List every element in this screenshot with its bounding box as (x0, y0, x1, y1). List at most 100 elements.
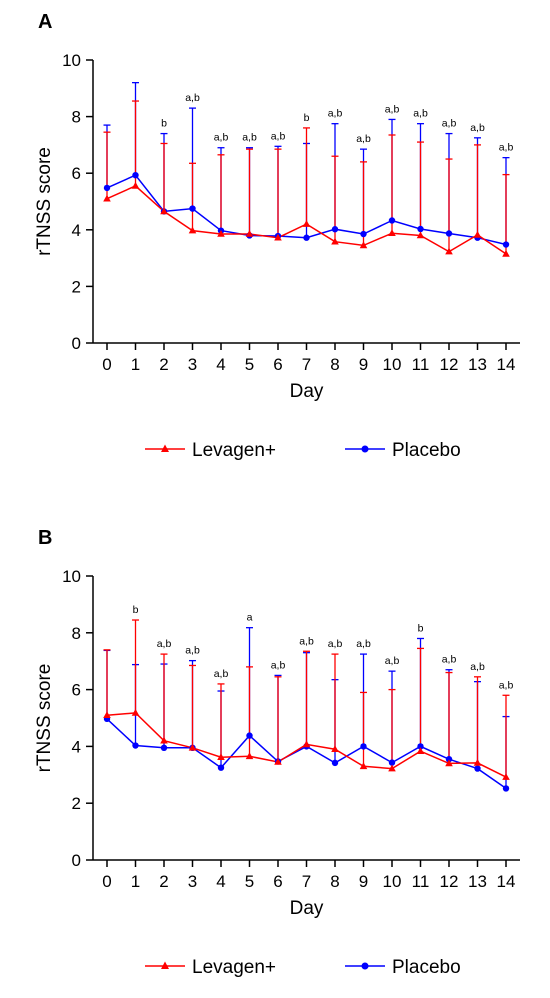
legend-marker (361, 962, 369, 970)
y-tick-label: 0 (72, 334, 81, 353)
data-point (245, 230, 254, 237)
data-point (217, 764, 225, 771)
significance-label: a,b (413, 108, 428, 120)
x-axis-title: Day (290, 381, 324, 402)
x-tick-label: 6 (273, 355, 282, 374)
data-point (417, 743, 424, 750)
y-tick-label: 6 (72, 681, 81, 700)
x-tick-label: 1 (131, 355, 140, 374)
significance-label: a,b (442, 118, 457, 130)
data-point (502, 773, 510, 780)
x-tick-label: 4 (216, 872, 225, 891)
significance-label: a,b (356, 133, 371, 145)
y-tick-label: 8 (72, 108, 81, 127)
legend-entry-levagen: Levagen+ (145, 957, 276, 978)
data-point (331, 237, 339, 245)
x-tick-label: 13 (468, 872, 487, 891)
legend-label: Placebo (392, 957, 461, 978)
data-point (502, 785, 510, 792)
data-point (502, 241, 510, 248)
significance-label: a,b (185, 92, 200, 104)
data-point (502, 249, 510, 257)
legend-label: Levagen+ (192, 957, 276, 978)
data-point (160, 744, 168, 752)
data-point (331, 759, 339, 767)
legend: Levagen+ Placebo (145, 957, 461, 978)
x-tick-label: 11 (412, 872, 430, 891)
y-tick-label: 4 (72, 737, 81, 756)
significance-label: b (133, 604, 139, 616)
data-point (132, 742, 139, 749)
data-point (359, 762, 368, 770)
legend-entry-placebo: Placebo (345, 440, 461, 461)
data-point (331, 745, 339, 752)
significance-label: a,b (185, 645, 200, 657)
y-tick-label: 6 (72, 164, 81, 183)
x-tick-label: 14 (497, 355, 516, 374)
significance-label: a,b (271, 659, 286, 671)
x-tick-label: 12 (440, 355, 459, 374)
data-point (245, 752, 254, 760)
data-point (302, 220, 311, 227)
significance-label: a,b (499, 142, 514, 154)
data-point (445, 759, 453, 767)
data-point (131, 708, 140, 716)
data-point (331, 226, 339, 233)
x-tick-label: 11 (412, 355, 430, 374)
x-tick-label: 6 (273, 872, 282, 891)
y-tick-label: 2 (72, 277, 81, 296)
data-point (360, 230, 367, 238)
data-point (417, 225, 424, 233)
data-point (188, 226, 197, 234)
significance-label: a,b (214, 668, 229, 680)
panel-label: A (38, 11, 52, 33)
significance-label: a,b (385, 655, 400, 667)
data-point (132, 171, 139, 179)
legend-entry-placebo: Placebo (345, 957, 461, 978)
data-point (274, 758, 282, 765)
y-tick-label: 0 (72, 851, 81, 870)
legend-entry-levagen: Levagen+ (145, 440, 276, 461)
significance-label: a,b (242, 132, 257, 144)
significance-label: a,b (299, 635, 314, 647)
x-tick-label: 0 (102, 872, 111, 891)
legend-label: Placebo (392, 440, 461, 461)
significance-label: b (161, 118, 167, 130)
data-point (303, 234, 310, 241)
data-point (445, 755, 453, 763)
data-point (388, 217, 396, 224)
legend-marker (161, 961, 169, 969)
x-tick-label: 8 (330, 872, 339, 891)
y-tick-label: 2 (72, 794, 81, 813)
series-levagen-errorbars (103, 619, 510, 778)
data-point (302, 740, 311, 748)
y-tick-label: 10 (62, 51, 81, 70)
x-tick-label: 10 (383, 872, 402, 891)
x-tick-label: 3 (188, 872, 197, 891)
panel-label: B (38, 527, 52, 549)
significance-label: a,b (499, 679, 514, 691)
data-point (103, 194, 111, 202)
x-tick-label: 14 (497, 872, 516, 891)
significance-label: a (247, 612, 253, 624)
data-point (217, 230, 225, 237)
x-tick-label: 9 (359, 355, 368, 374)
data-point (388, 759, 396, 766)
significance-label: a,b (157, 638, 172, 650)
significance-label: a,b (271, 130, 286, 142)
data-point (474, 765, 481, 772)
data-point (445, 247, 453, 255)
data-point (160, 736, 168, 744)
significance-label: a,b (328, 108, 343, 120)
significance-label: a,b (470, 661, 485, 673)
x-tick-label: 7 (302, 355, 311, 374)
x-tick-label: 1 (131, 872, 140, 891)
data-point (246, 732, 253, 739)
data-point (274, 233, 282, 241)
significance-label: a,b (385, 103, 400, 115)
x-tick-label: 9 (359, 872, 368, 891)
